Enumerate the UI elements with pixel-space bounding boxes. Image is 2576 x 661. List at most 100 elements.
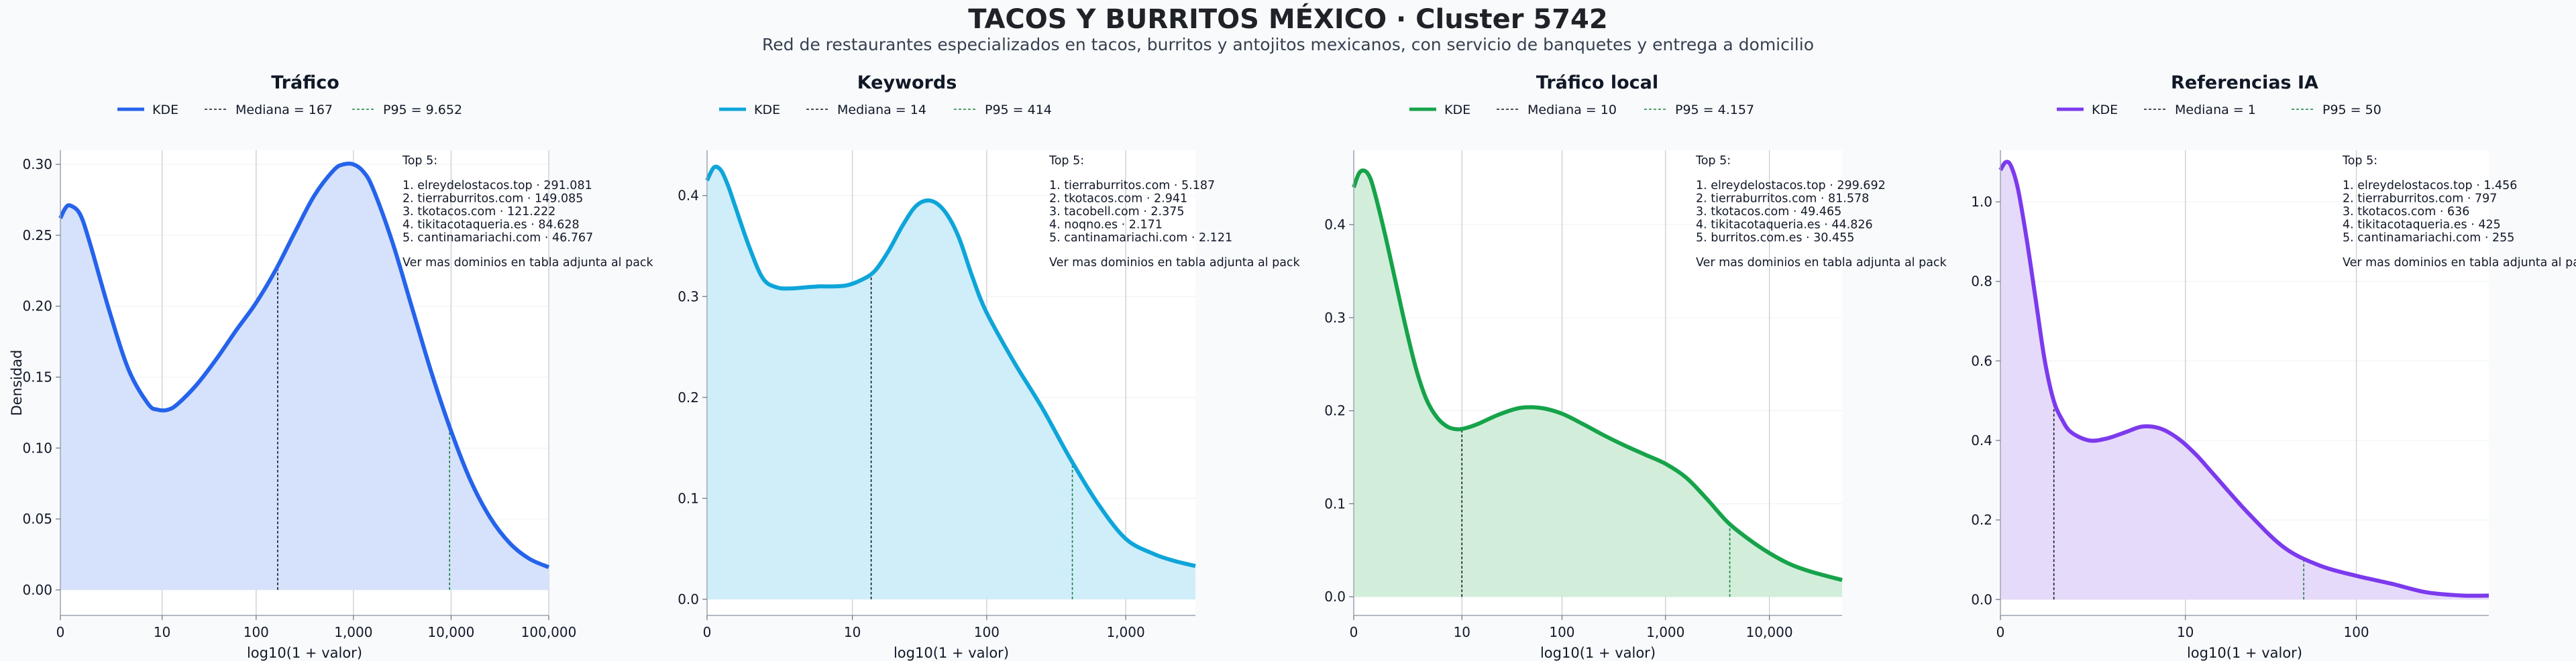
kde-area (707, 166, 1195, 599)
x-axis-label: log10(1 + valor) (1540, 645, 1656, 661)
legend-kde-label: KDE (152, 103, 178, 117)
x-axis-label: log10(1 + valor) (247, 645, 362, 661)
top5-footer: Ver mas dominios en tabla adjunta al pac… (1049, 256, 1301, 269)
kde-area (60, 163, 549, 590)
page-title: TACOS Y BURRITOS MÉXICO · Cluster 5742 (968, 4, 1608, 35)
y-tick-label: 0.4 (678, 188, 699, 204)
panel-title: Tráfico local (1536, 72, 1658, 93)
y-tick-label: 0.0 (1324, 589, 1346, 605)
y-tick-label: 0.4 (1971, 432, 1992, 448)
top5-item: 3. tacobell.com · 2.375 (1049, 205, 1185, 219)
top5-item: 4. tikitacotaqueria.es · 44.826 (1696, 219, 1873, 232)
legend-p95-label: P95 = 50 (2322, 103, 2381, 117)
y-tick-label: 0.0 (1971, 591, 1992, 607)
legend-p95-label: P95 = 414 (985, 103, 1052, 117)
y-tick-label: 0.8 (1971, 274, 1992, 290)
top5-item: 4. noqno.es · 2.171 (1049, 219, 1163, 232)
x-tick-label: 0 (56, 624, 65, 640)
top5-heading: Top 5: (1049, 154, 1084, 168)
top5-annotation: Top 5: 1. elreydelostacos.top · 291.0812.… (402, 154, 654, 269)
page-subtitle: Red de restaurantes especializados en ta… (762, 35, 1814, 54)
legend-kde-label: KDE (1444, 103, 1470, 117)
top5-item: 5. burritos.com.es · 30.455 (1696, 231, 1854, 245)
kde-area (1354, 170, 1842, 597)
x-tick-label: 0 (1350, 624, 1358, 640)
chart-panel-2: Keywords KDE Mediana = 14 P95 = 414 0.0 0.1 0.… (678, 72, 1300, 661)
x-tick-label: 1,000 (334, 624, 372, 640)
top5-annotation: Top 5: 1. elreydelostacos.top · 299.6922.… (1695, 154, 1947, 269)
y-tick-label: 0.2 (678, 389, 699, 406)
legend-median-label: Mediana = 167 (235, 103, 333, 117)
top5-item: 2. tierraburritos.com · 81.578 (1696, 192, 1869, 206)
legend: KDE Mediana = 1 P95 = 50 (2057, 103, 2381, 117)
y-tick-label: 0.15 (22, 369, 52, 385)
top5-item: 5. cantinamariachi.com · 255 (2343, 231, 2514, 245)
y-tick-label: 0.25 (22, 227, 52, 243)
top5-heading: Top 5: (402, 154, 437, 168)
top5-item: 4. tikitacotaqueria.es · 84.628 (402, 219, 580, 232)
x-tick-label: 10 (154, 624, 170, 640)
legend-median-label: Mediana = 10 (1527, 103, 1617, 117)
y-tick-label: 0.10 (22, 440, 52, 456)
top5-item: 1. elreydelostacos.top · 299.692 (1696, 179, 1886, 192)
y-tick-label: 0.3 (1324, 310, 1346, 326)
y-tick-label: 0.2 (1971, 512, 1992, 528)
legend: KDE Mediana = 167 P95 = 9.652 (117, 103, 462, 117)
chart-panel-3: Tráfico local KDE Mediana = 10 P95 = 4.157 0… (1324, 72, 1947, 661)
panel-title: Keywords (857, 72, 957, 93)
x-tick-label: 10 (844, 624, 861, 640)
top5-item: 1. elreydelostacos.top · 291.081 (402, 179, 592, 192)
x-tick-label: 10,000 (1746, 624, 1793, 640)
y-tick-label: 0.30 (22, 156, 52, 172)
x-tick-label: 100,000 (521, 624, 577, 640)
x-tick-label: 1,000 (1646, 624, 1684, 640)
top5-item: 2. tkotacos.com · 2.941 (1049, 192, 1187, 206)
legend-median-label: Mediana = 14 (837, 103, 926, 117)
kde-line (1352, 168, 1843, 583)
panel-title: Tráfico (271, 72, 339, 93)
legend-median-label: Mediana = 1 (2175, 103, 2256, 117)
y-tick-label: 0.1 (678, 490, 699, 506)
y-tick-label: 0.05 (22, 511, 52, 527)
y-tick-label: 1.0 (1971, 194, 1992, 210)
legend: KDE Mediana = 10 P95 = 4.157 (1409, 103, 1754, 117)
legend: KDE Mediana = 14 P95 = 414 (719, 103, 1052, 117)
x-tick-label: 1,000 (1106, 624, 1144, 640)
kde-line (705, 164, 1196, 568)
top5-item: 2. tierraburritos.com · 149.085 (402, 192, 583, 206)
top5-heading: Top 5: (1695, 154, 1731, 168)
chart-panel-1: Tráfico KDE Mediana = 167 P95 = 9.652 0.00 0.… (9, 72, 654, 661)
kde-line (1998, 160, 2489, 598)
top5-item: 1. tierraburritos.com · 5.187 (1049, 179, 1215, 192)
y-tick-label: 0.1 (1324, 495, 1346, 512)
top5-footer: Ver mas dominios en tabla adjunta al pac… (402, 256, 654, 269)
top5-item: 5. cantinamariachi.com · 2.121 (1049, 231, 1232, 245)
y-axis-label: Densidad (9, 350, 25, 416)
top5-footer: Ver mas dominios en tabla adjunta al pac… (1696, 256, 1947, 269)
kde-area (2000, 162, 2489, 600)
top5-item: 4. tikitacotaqueria.es · 425 (2343, 219, 2501, 232)
legend-kde-label: KDE (2092, 103, 2118, 117)
x-axis-label: log10(1 + valor) (2187, 645, 2302, 661)
x-tick-label: 100 (244, 624, 269, 640)
y-tick-label: 0.0 (678, 591, 699, 607)
x-tick-label: 100 (1549, 624, 1574, 640)
chart-panel-4: Referencias IA KDE Mediana = 1 P95 = 50 0.0 0… (1971, 72, 2576, 661)
top5-item: 2. tierraburritos.com · 797 (2343, 192, 2497, 206)
y-tick-label: 0.20 (22, 298, 52, 314)
top5-item: 1. elreydelostacos.top · 1.456 (2343, 179, 2517, 192)
top5-footer: Ver mas dominios en tabla adjunta al pac… (2343, 256, 2576, 269)
x-tick-label: 10 (1454, 624, 1470, 640)
y-tick-label: 0.2 (1324, 403, 1346, 419)
top5-item: 3. tkotacos.com · 636 (2343, 205, 2469, 219)
x-tick-label: 100 (2343, 624, 2369, 640)
y-tick-label: 0.3 (678, 288, 699, 304)
x-tick-label: 0 (703, 624, 712, 640)
top5-item: 5. cantinamariachi.com · 46.767 (402, 231, 593, 245)
x-tick-label: 100 (974, 624, 1000, 640)
top5-item: 3. tkotacos.com · 49.465 (1696, 205, 1841, 219)
legend-p95-label: P95 = 9.652 (383, 103, 462, 117)
